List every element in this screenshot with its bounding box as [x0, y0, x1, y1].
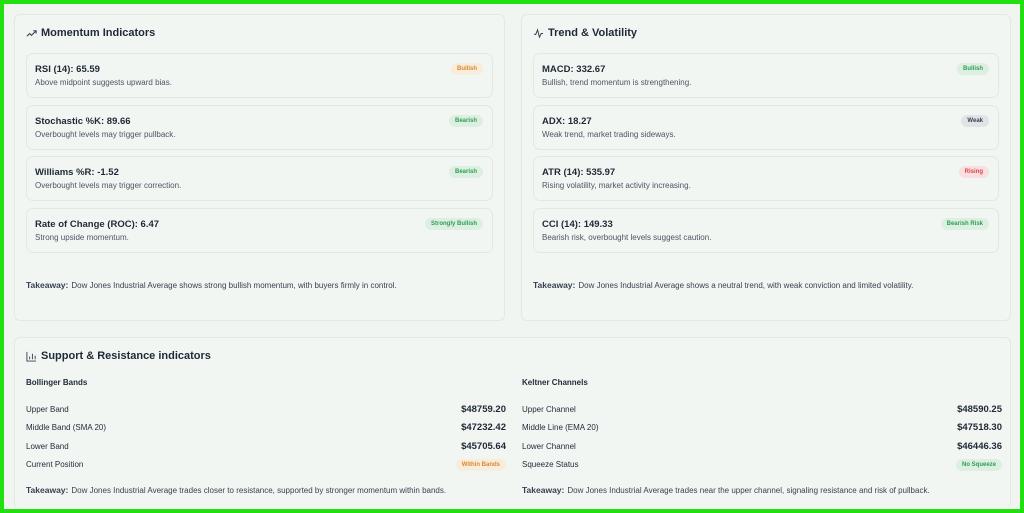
card-title: ADX: 18.27: [542, 116, 592, 127]
takeaway-label: Takeaway:: [522, 485, 565, 495]
indicator-card-macd: MACD: 332.67 Bullish, trend momentum is s…: [533, 53, 999, 98]
card-desc: Above midpoint suggests upward bias.: [35, 78, 172, 87]
takeaway-text: Dow Jones Industrial Average trades clos…: [71, 486, 447, 495]
status-badge: Bullish: [956, 63, 989, 75]
trend-title-text: Trend & Volatility: [548, 27, 638, 39]
row-value: $45705.64: [461, 440, 506, 452]
row-label: Current Position: [26, 460, 84, 470]
takeaway-text: Dow Jones Industrial Average shows stron…: [71, 281, 397, 290]
row-value: $46446.36: [957, 440, 1002, 452]
bollinger-status-row: Current Position Within Bands: [26, 456, 506, 475]
indicator-card-williams: Williams %R: -1.52 Overbought levels may …: [26, 156, 493, 201]
card-title: CCI (14): 149.33: [542, 219, 613, 230]
status-badge: Bearish: [448, 115, 483, 127]
card-title: Stochastic %K: 89.66: [35, 116, 131, 127]
status-badge: Bullish: [450, 63, 483, 75]
bollinger-section: Bollinger Bands Upper Band $48759.20 Midd…: [26, 378, 506, 495]
takeaway-label: Takeaway:: [533, 280, 576, 290]
takeaway-label: Takeaway:: [26, 485, 69, 495]
keltner-title: Keltner Channels: [522, 378, 588, 387]
keltner-status-row: Squeeze Status No Squeeze: [522, 456, 1002, 475]
row-value: $48759.20: [461, 403, 506, 415]
momentum-takeaway: Takeaway: Dow Jones Industrial Average sh…: [26, 280, 397, 290]
card-desc: Weak trend, market trading sideways.: [542, 130, 676, 139]
trend-panel: Trend & Volatility MACD: 332.67 Bullish, …: [521, 14, 1011, 321]
row-value: $47232.42: [461, 422, 506, 434]
row-label: Upper Band: [26, 404, 69, 414]
bar-chart-icon: [26, 351, 37, 362]
trending-up-icon: [26, 29, 37, 37]
row-label: Middle Band (SMA 20): [26, 423, 107, 433]
row-value: $47518.30: [957, 422, 1002, 434]
card-title: MACD: 332.67: [542, 64, 606, 75]
status-badge: Bearish: [448, 166, 483, 178]
momentum-panel: Momentum Indicators RSI (14): 65.59 Above…: [14, 14, 505, 321]
indicator-card-atr: ATR (14): 535.97 Rising volatility, marke…: [533, 156, 999, 201]
support-title: Support & Resistance indicators: [26, 350, 211, 362]
row-label: Lower Band: [26, 441, 69, 451]
card-title: ATR (14): 535.97: [542, 167, 616, 178]
keltner-row: Middle Line (EMA 20) $47518.30: [522, 419, 1002, 438]
indicator-card-roc: Rate of Change (ROC): 6.47 Strong upside …: [26, 208, 493, 253]
card-desc: Overbought levels may trigger correction…: [35, 181, 182, 190]
bollinger-takeaway: Takeaway: Dow Jones Industrial Average tr…: [26, 485, 446, 495]
trend-takeaway: Takeaway: Dow Jones Industrial Average sh…: [533, 280, 913, 290]
card-title: Williams %R: -1.52: [35, 167, 119, 178]
keltner-row: Upper Channel $48590.25: [522, 400, 1002, 419]
indicator-card-stochastic: Stochastic %K: 89.66 Overbought levels ma…: [26, 105, 493, 150]
keltner-takeaway: Takeaway: Dow Jones Industrial Average tr…: [522, 485, 930, 495]
row-label: Middle Line (EMA 20): [522, 423, 599, 433]
card-title: RSI (14): 65.59: [35, 64, 100, 75]
card-desc: Strong upside momentum.: [35, 233, 129, 242]
bollinger-title: Bollinger Bands: [26, 378, 88, 387]
support-panel: Support & Resistance indicators Bollinge…: [14, 337, 1011, 509]
row-label: Squeeze Status: [522, 460, 579, 470]
takeaway-text: Dow Jones Industrial Average shows a neu…: [578, 281, 914, 290]
indicator-card-rsi: RSI (14): 65.59 Above midpoint suggests u…: [26, 53, 493, 98]
activity-icon: [533, 27, 544, 39]
card-desc: Bullish, trend momentum is strengthening…: [542, 78, 692, 87]
card-title: Rate of Change (ROC): 6.47: [35, 219, 160, 230]
card-desc: Overbought levels may trigger pullback.: [35, 130, 176, 139]
bollinger-row: Lower Band $45705.64: [26, 437, 506, 456]
status-badge: Within Bands: [455, 458, 506, 471]
keltner-row: Lower Channel $46446.36: [522, 437, 1002, 456]
momentum-title-text: Momentum Indicators: [41, 27, 156, 39]
status-badge: Bearish Risk: [940, 218, 989, 230]
row-value: $48590.25: [957, 403, 1002, 415]
status-badge: Rising: [958, 166, 989, 178]
status-badge: Weak: [961, 115, 989, 127]
card-desc: Rising volatility, market activity incre…: [542, 181, 691, 190]
bollinger-row: Middle Band (SMA 20) $47232.42: [26, 419, 506, 438]
takeaway-text: Dow Jones Industrial Average trades near…: [567, 486, 930, 495]
status-badge: No Squeeze: [955, 458, 1002, 471]
row-label: Upper Channel: [522, 404, 576, 414]
support-title-text: Support & Resistance indicators: [41, 350, 211, 362]
momentum-title: Momentum Indicators: [26, 27, 155, 39]
bollinger-row: Upper Band $48759.20: [26, 400, 506, 419]
keltner-section: Keltner Channels Upper Channel $48590.25 …: [522, 378, 1002, 495]
status-badge: Strongly Bullish: [424, 218, 483, 230]
trend-title: Trend & Volatility: [533, 27, 637, 39]
indicator-card-cci: CCI (14): 149.33 Bearish risk, overbought…: [533, 208, 999, 253]
row-label: Lower Channel: [522, 441, 576, 451]
card-desc: Bearish risk, overbought levels suggest …: [542, 233, 712, 242]
takeaway-label: Takeaway:: [26, 280, 69, 290]
indicator-card-adx: ADX: 18.27 Weak trend, market trading sid…: [533, 105, 999, 150]
